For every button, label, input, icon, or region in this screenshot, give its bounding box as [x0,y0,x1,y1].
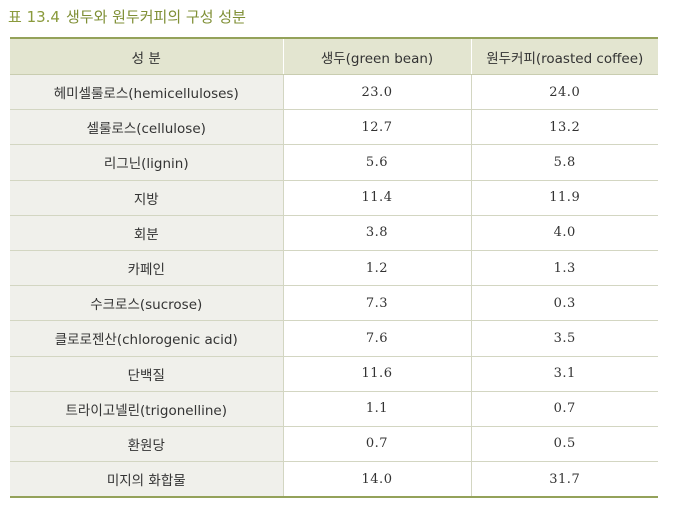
header-component: 성 분 [10,37,283,75]
green-bean-value: 1.2 [282,250,471,287]
green-bean-value: 14.0 [282,461,471,499]
component-cell: 헤미셀룰로스(hemicelluloses) [10,74,283,111]
component-cell: 클로로젠산(chlorogenic acid) [10,320,283,357]
table-row: 셀룰로스(cellulose) 12.7 13.2 [10,109,658,146]
component-cell: 셀룰로스(cellulose) [10,109,283,146]
table-header: 성 분 생두(green bean) 원두커피(roasted coffee) [10,37,658,75]
table-row: 회분 3.8 4.0 [10,215,658,251]
green-bean-value: 12.7 [282,109,471,146]
table-row: 단백질 11.6 3.1 [10,356,658,392]
table-row: 리그닌(lignin) 5.6 5.8 [10,144,658,181]
roasted-coffee-value: 13.2 [470,109,658,146]
header-roasted-coffee: 원두커피(roasted coffee) [470,37,658,75]
component-cell: 리그닌(lignin) [10,144,283,181]
roasted-coffee-value: 3.1 [470,356,658,392]
green-bean-value: 5.6 [282,144,471,181]
roasted-coffee-value: 4.0 [470,215,658,251]
table-row: 지방 11.4 11.9 [10,180,658,216]
component-cell: 카페인 [10,250,283,287]
roasted-coffee-value: 31.7 [470,461,658,499]
component-cell: 회분 [10,215,283,251]
component-cell: 지방 [10,180,283,216]
roasted-coffee-value: 0.5 [470,426,658,463]
roasted-coffee-value: 0.7 [470,391,658,427]
table-number: 표 13.4 [8,8,60,26]
green-bean-value: 3.8 [282,215,471,251]
roasted-coffee-value: 24.0 [470,74,658,111]
table-row: 트라이고넬린(trigonelline) 1.1 0.7 [10,391,658,427]
green-bean-value: 11.6 [282,356,471,392]
table-row: 수크로스(sucrose) 7.3 0.3 [10,285,658,322]
composition-table: 성 분 생두(green bean) 원두커피(roasted coffee) … [10,37,658,499]
roasted-coffee-value: 5.8 [470,144,658,181]
roasted-coffee-value: 3.5 [470,320,658,357]
table-body: 헤미셀룰로스(hemicelluloses) 23.0 24.0 셀룰로스(cellu… [10,74,658,499]
table-row: 카페인 1.2 1.3 [10,250,658,287]
table-caption: 표 13.4 생두와 원두커피의 구성 성분 [8,6,246,28]
green-bean-value: 1.1 [282,391,471,427]
green-bean-value: 7.3 [282,285,471,322]
table-row: 미지의 화합물 14.0 31.7 [10,461,658,499]
header-green-bean: 생두(green bean) [282,37,471,75]
component-cell: 환원당 [10,426,283,463]
table-title: 생두와 원두커피의 구성 성분 [65,8,246,26]
table-row: 헤미셀룰로스(hemicelluloses) 23.0 24.0 [10,74,658,111]
table-row: 클로로젠산(chlorogenic acid) 7.6 3.5 [10,320,658,357]
component-cell: 단백질 [10,356,283,392]
green-bean-value: 0.7 [282,426,471,463]
roasted-coffee-value: 1.3 [470,250,658,287]
component-cell: 트라이고넬린(trigonelline) [10,391,283,427]
green-bean-value: 11.4 [282,180,471,216]
table-row: 환원당 0.7 0.5 [10,426,658,463]
header-row: 성 분 생두(green bean) 원두커피(roasted coffee) [10,37,658,75]
component-cell: 미지의 화합물 [10,461,283,499]
component-cell: 수크로스(sucrose) [10,285,283,322]
roasted-coffee-value: 0.3 [470,285,658,322]
roasted-coffee-value: 11.9 [470,180,658,216]
green-bean-value: 23.0 [282,74,471,111]
green-bean-value: 7.6 [282,320,471,357]
